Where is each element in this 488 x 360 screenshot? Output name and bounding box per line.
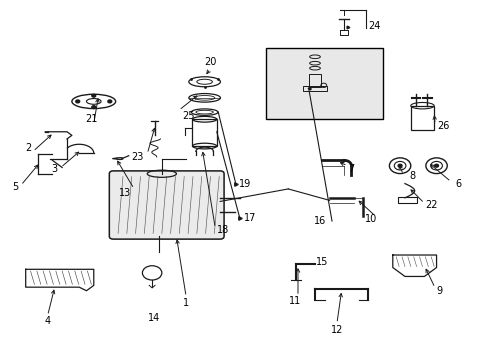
Text: 3: 3	[52, 164, 58, 174]
Text: 25: 25	[182, 111, 194, 121]
Text: 26: 26	[437, 121, 449, 131]
Text: 8: 8	[408, 171, 414, 181]
Text: 10: 10	[364, 214, 376, 224]
Bar	[397, 197, 416, 203]
Text: 6: 6	[454, 179, 461, 189]
Text: 9: 9	[435, 286, 441, 296]
Text: 7: 7	[347, 164, 354, 174]
Text: 2: 2	[25, 143, 31, 153]
Circle shape	[434, 164, 438, 167]
FancyBboxPatch shape	[109, 171, 224, 239]
Text: 13: 13	[119, 188, 131, 198]
Text: 5: 5	[12, 182, 18, 192]
Bar	[266, 48, 382, 119]
Text: 12: 12	[330, 325, 343, 335]
Text: 21: 21	[85, 114, 97, 124]
Text: 20: 20	[204, 57, 216, 67]
Text: 24: 24	[367, 21, 380, 31]
Bar	[302, 86, 326, 91]
Text: 1: 1	[183, 298, 189, 308]
Text: 14: 14	[148, 312, 161, 323]
Bar	[410, 106, 433, 130]
Text: 23: 23	[131, 152, 143, 162]
Circle shape	[108, 100, 112, 103]
Text: 11: 11	[289, 296, 301, 306]
Text: 17: 17	[244, 212, 256, 222]
Circle shape	[92, 94, 96, 97]
Circle shape	[76, 100, 80, 103]
Text: 4: 4	[44, 316, 51, 326]
Text: 19: 19	[239, 179, 251, 189]
Text: 22: 22	[425, 200, 437, 210]
Text: 15: 15	[315, 257, 328, 267]
Bar	[192, 119, 216, 146]
Bar	[308, 73, 321, 87]
Text: 18: 18	[216, 225, 228, 235]
Text: 16: 16	[313, 216, 325, 226]
Circle shape	[92, 106, 96, 109]
Circle shape	[397, 164, 401, 167]
